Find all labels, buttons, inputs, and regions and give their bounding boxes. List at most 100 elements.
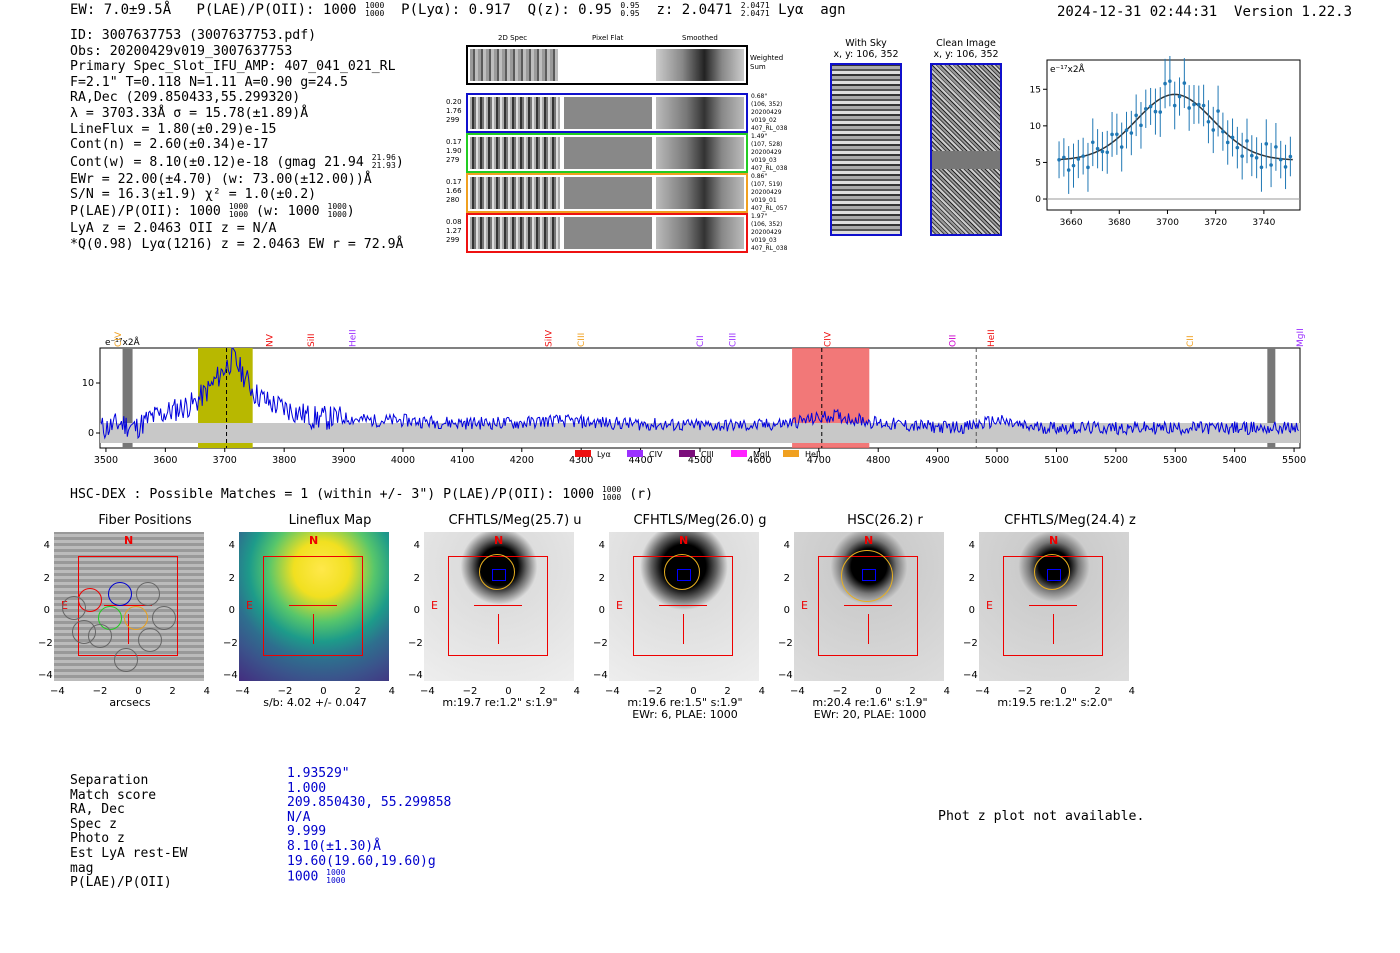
spectrum-xtick: 4000 <box>391 455 415 465</box>
spectrum-xtick: 5500 <box>1282 455 1306 465</box>
header-z: z: 2.0471 <box>656 2 733 18</box>
clean-image-title: Clean Image x, y: 106, 352 <box>933 38 999 60</box>
zoom-point <box>1197 102 1201 107</box>
legend-label: CIV <box>649 450 663 459</box>
crosshair-v <box>1053 614 1054 644</box>
spectrum-xtick: 3900 <box>331 455 355 465</box>
header-z-frac: 2.0471 2.0471 <box>740 1 770 18</box>
zoom-point <box>1129 131 1134 135</box>
spectrum-xtick: 3800 <box>272 455 296 465</box>
zoom-ytick: 10 <box>1030 122 1041 132</box>
zoom-xtick: 3740 <box>1252 218 1275 228</box>
fiber-circle <box>124 606 148 630</box>
spectrum-xtick: 4700 <box>807 455 831 465</box>
line-label: HeII <box>348 329 358 347</box>
zoom-point <box>1100 149 1105 154</box>
legend-label: CIII <box>701 450 714 459</box>
zoom-point <box>1250 153 1254 158</box>
cutout-yticks: 4 2 0 −2 −4 <box>223 540 238 681</box>
detection-info: ID: 3007637753 (3007637753.pdf) Obs: 202… <box>70 28 404 252</box>
spectrum-xtick: 4200 <box>510 455 534 465</box>
header-plya: P(Lyα): 0.917 <box>401 2 511 18</box>
compass-e: E <box>246 599 253 612</box>
version: Version 1.22.3 <box>1234 4 1353 20</box>
source-marker <box>677 569 691 581</box>
zoom-xtick: 3680 <box>1108 218 1131 228</box>
line-label: HeII <box>987 329 997 347</box>
header-qz: Q(z): 0.95 <box>527 2 612 18</box>
zoom-point <box>1139 123 1143 128</box>
ellipse-fit <box>664 554 700 590</box>
row-right-meta: 0.86" (107, 519) 20200429 v019_01 407_RL_057 <box>751 173 788 212</box>
value-estew: 8.10(±1.30)Å <box>287 838 381 854</box>
spec2d-row-1 <box>466 93 748 133</box>
zoom-point <box>1071 163 1076 168</box>
legend-label: HeII <box>805 450 821 459</box>
row-pixelflat <box>564 137 652 169</box>
wsum-smoothed <box>656 49 744 81</box>
header-right: 2024-12-31 02:44:31 Version 1.22.3 <box>1057 4 1352 20</box>
label-separation: Separation <box>70 773 149 788</box>
cutout-xticks: −4 −2 0 2 4 <box>50 686 210 697</box>
fiber-circle <box>72 620 96 644</box>
spectrum-xtick: 5000 <box>985 455 1009 465</box>
header-plae: P(LAE)/P(OII): 1000 <box>196 2 357 18</box>
crosshair-v <box>128 614 129 644</box>
value-specz: N/A <box>287 809 311 825</box>
spec2d-row-4 <box>466 213 748 253</box>
zoom-point <box>1081 154 1085 158</box>
col-pixelflat: Pixel Flat <box>592 34 624 42</box>
zoom-point <box>1090 140 1095 145</box>
label-matchscore: Match score <box>70 787 157 803</box>
label-estew: Est LyA rest-EW <box>70 845 188 861</box>
zoom-point <box>1264 142 1269 146</box>
zoom-point <box>1119 145 1124 149</box>
source-marker <box>492 569 506 581</box>
row-right-meta: 1.97" (106, 352) 20200429 v019_03 407_RL_038 <box>751 213 788 252</box>
row-right-meta: 0.68" (106, 352) 20200429 v019_02 407_RL_038 <box>751 93 788 132</box>
zoom-point <box>1172 103 1177 108</box>
match-labels: Separation Match score RA, Dec Spec z Ph… <box>70 773 188 891</box>
clean-image-band <box>932 151 1000 169</box>
info-qline: *Q(0.98) Lyα(1216) z = 2.0463 EW r = 72.… <box>70 236 404 252</box>
cutout-caption: m:20.4 re:1.6" s:1.9" EWr: 20, PLAE: 1000 <box>812 696 928 721</box>
cutout-yticks: 4 2 0 −2 −4 <box>38 540 53 681</box>
ellipse-fit <box>841 550 893 602</box>
cutout-caption: m:19.5 re:1.2" s:2.0" <box>997 696 1113 709</box>
full-spectrum-plot: e⁻¹⁷x2Å CIV NV SiII HeII SiIV CIII CII CIII CIV O… <box>82 328 1306 465</box>
line-label: CIV <box>114 331 124 347</box>
cutout-xticks: −4 −2 0 2 4 <box>605 686 765 697</box>
ellipse-fit <box>479 554 515 590</box>
zoom-point <box>1245 139 1249 143</box>
zoom-point <box>1206 119 1211 124</box>
zoom-point <box>1105 150 1110 155</box>
cutout-title: CFHTLS/Meg(26.0) g <box>633 513 767 528</box>
zoom-point <box>1201 103 1206 108</box>
header-summary: EW: 7.0±9.5Å P(LAE)/P(OII): 1000 1000 100… <box>70 1 846 19</box>
with-sky-title: With Sky x, y: 106, 352 <box>833 38 899 60</box>
spectrum-xtick: 4100 <box>450 455 474 465</box>
zoom-point <box>1221 129 1225 134</box>
spec2d-row-2 <box>466 133 748 173</box>
label-specz: Spec z <box>70 816 117 832</box>
row-right-meta: 1.49" (107, 528) 20200429 v019_03 407_RL_038 <box>751 133 788 172</box>
cutout-title: Lineflux Map <box>288 513 372 528</box>
spectrum-xtick: 3500 <box>94 455 118 465</box>
header-ew: EW: 7.0±9.5Å <box>70 2 172 18</box>
zoom-xtick: 3720 <box>1204 218 1227 228</box>
masked-region-left <box>122 348 133 448</box>
zoom-point <box>1148 104 1153 109</box>
compass-n: N <box>864 534 874 547</box>
value-matchscore: 1.000 <box>287 780 327 796</box>
cutout-image: N E <box>979 532 1129 681</box>
source-marker <box>1047 569 1061 581</box>
line-label: CII <box>1186 335 1196 347</box>
zoom-point <box>1182 81 1187 85</box>
ellipse-fit <box>1034 554 1070 590</box>
fiber-circle <box>152 606 176 630</box>
crosshair-v <box>868 614 869 644</box>
compass-e: E <box>801 599 808 612</box>
row-2dspec <box>470 137 560 169</box>
zoom-point <box>1124 128 1129 132</box>
crosshair-h <box>289 605 337 606</box>
